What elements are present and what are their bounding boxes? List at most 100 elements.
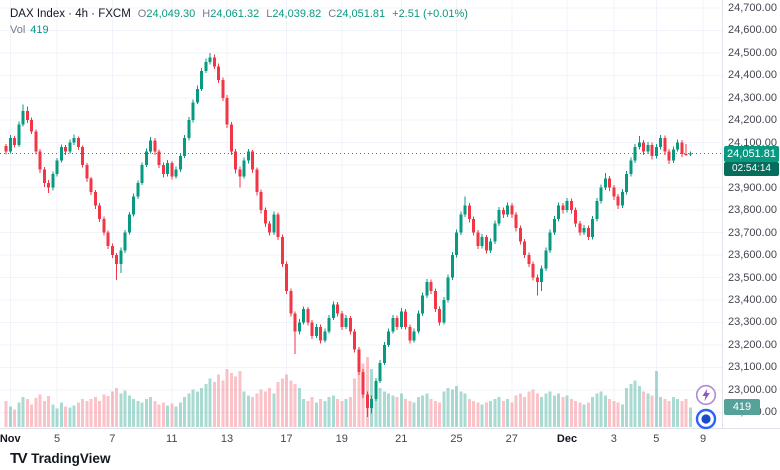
candle-body [671, 149, 675, 161]
ohlc-values: O24,049.30 H24,061.32 L24,039.82 C24,051.81 [131, 8, 385, 20]
candle-body [34, 131, 38, 152]
volume-bar [221, 380, 225, 427]
volume-bar [47, 396, 50, 427]
candle-body [229, 124, 233, 152]
volume-bar [8, 406, 12, 427]
candle-body [688, 153, 692, 155]
volume-bar [132, 399, 135, 427]
volume-label: Vol [10, 24, 26, 36]
volume-bar [446, 387, 450, 427]
volume-bar [421, 395, 424, 427]
volume-bar [55, 408, 59, 427]
volume-bar [416, 397, 420, 427]
volume-bar [450, 389, 454, 427]
candle-body [489, 241, 492, 251]
volume-bar [93, 397, 97, 427]
price-chart-canvas[interactable] [0, 0, 722, 427]
price-axis-label: 23,300.00 [728, 316, 777, 329]
ohlc-letter: O [137, 8, 147, 20]
volume-bar [246, 395, 250, 427]
volume-bar [293, 384, 297, 427]
candle-body [123, 232, 127, 251]
candle-body [455, 232, 458, 256]
candle-body [42, 169, 46, 184]
candle-body [527, 255, 531, 265]
volume-bar [149, 397, 152, 427]
boost-button[interactable] [695, 384, 717, 406]
candle-body [72, 138, 76, 143]
volume-bar [688, 407, 692, 427]
volume-bar [225, 369, 229, 427]
candle-body [293, 313, 297, 332]
candle-body [161, 165, 165, 175]
volume-bar [42, 400, 46, 427]
candle-body [633, 147, 637, 161]
volume-bar [289, 380, 293, 427]
volume-bar [72, 405, 76, 427]
volume-bar [620, 404, 624, 427]
candle-body [421, 295, 424, 314]
time-axis-label: Nov [0, 433, 21, 445]
volume-bar [200, 387, 203, 427]
volume-bar [391, 395, 395, 427]
candle-body [178, 156, 182, 170]
volume-bar [191, 389, 195, 427]
candle-body [314, 326, 318, 336]
candle-body [127, 214, 131, 233]
candle-body [463, 205, 467, 215]
ohlc-letter: H [202, 8, 211, 20]
candle-body [76, 138, 80, 148]
symbol-title[interactable]: DAX Index · 4h · FXCM [10, 8, 131, 20]
volume-bar [157, 404, 161, 427]
volume-bar [170, 403, 174, 427]
candle-body [272, 214, 276, 233]
candle-body [425, 282, 429, 296]
volume-bar [229, 372, 233, 427]
price-axis[interactable]: 24,051.81 02:54:14 419 24,700.00 24,600.0… [722, 0, 780, 448]
candle-body [276, 214, 280, 238]
volume-bar [255, 393, 259, 427]
candle-body [98, 205, 101, 220]
volume-bar [557, 393, 560, 427]
volume-bar [183, 397, 186, 427]
candle-body [174, 169, 178, 177]
price-axis-label: 23,700.00 [728, 226, 777, 239]
time-axis[interactable]: Nov 5 7 11 13 17 19 21 25 27 Dec 3 5 9 [0, 428, 780, 450]
volume-bar [578, 402, 582, 427]
candle-body [319, 326, 322, 341]
candle-body [59, 147, 63, 161]
candle-body [30, 120, 33, 132]
candle-body [102, 219, 106, 233]
candle-body [47, 183, 50, 188]
volume-bar [25, 399, 29, 427]
volume-bar [323, 400, 327, 427]
volume-bar [204, 384, 208, 427]
volume-bar [535, 393, 539, 427]
candle-body [370, 398, 373, 408]
price-axis-label: 24,300.00 [728, 91, 777, 104]
volume-bar [195, 391, 199, 427]
tradingview-logo[interactable]: TV TradingView [10, 450, 110, 467]
candle-body [183, 138, 186, 157]
candle-body [81, 147, 84, 166]
volume-bar [272, 393, 276, 427]
live-dot-button[interactable] [695, 408, 717, 430]
price-axis-label: 24,400.00 [728, 69, 777, 82]
volume-bar [497, 397, 501, 427]
volume-bar [395, 397, 399, 427]
volume-bar [523, 397, 526, 427]
bar-countdown: 02:54:14 [732, 163, 771, 175]
candle-body [586, 228, 590, 238]
volume-bar [263, 391, 267, 427]
candle-body [514, 214, 518, 229]
candle-body [357, 349, 361, 372]
volume-bar [306, 400, 310, 427]
volume-bar [327, 397, 331, 427]
candle-body [667, 151, 671, 161]
candle-body [119, 250, 123, 265]
candle-body [399, 311, 403, 327]
candle-body [208, 57, 212, 62]
candle-body [353, 331, 356, 350]
floating-buttons [695, 384, 717, 430]
